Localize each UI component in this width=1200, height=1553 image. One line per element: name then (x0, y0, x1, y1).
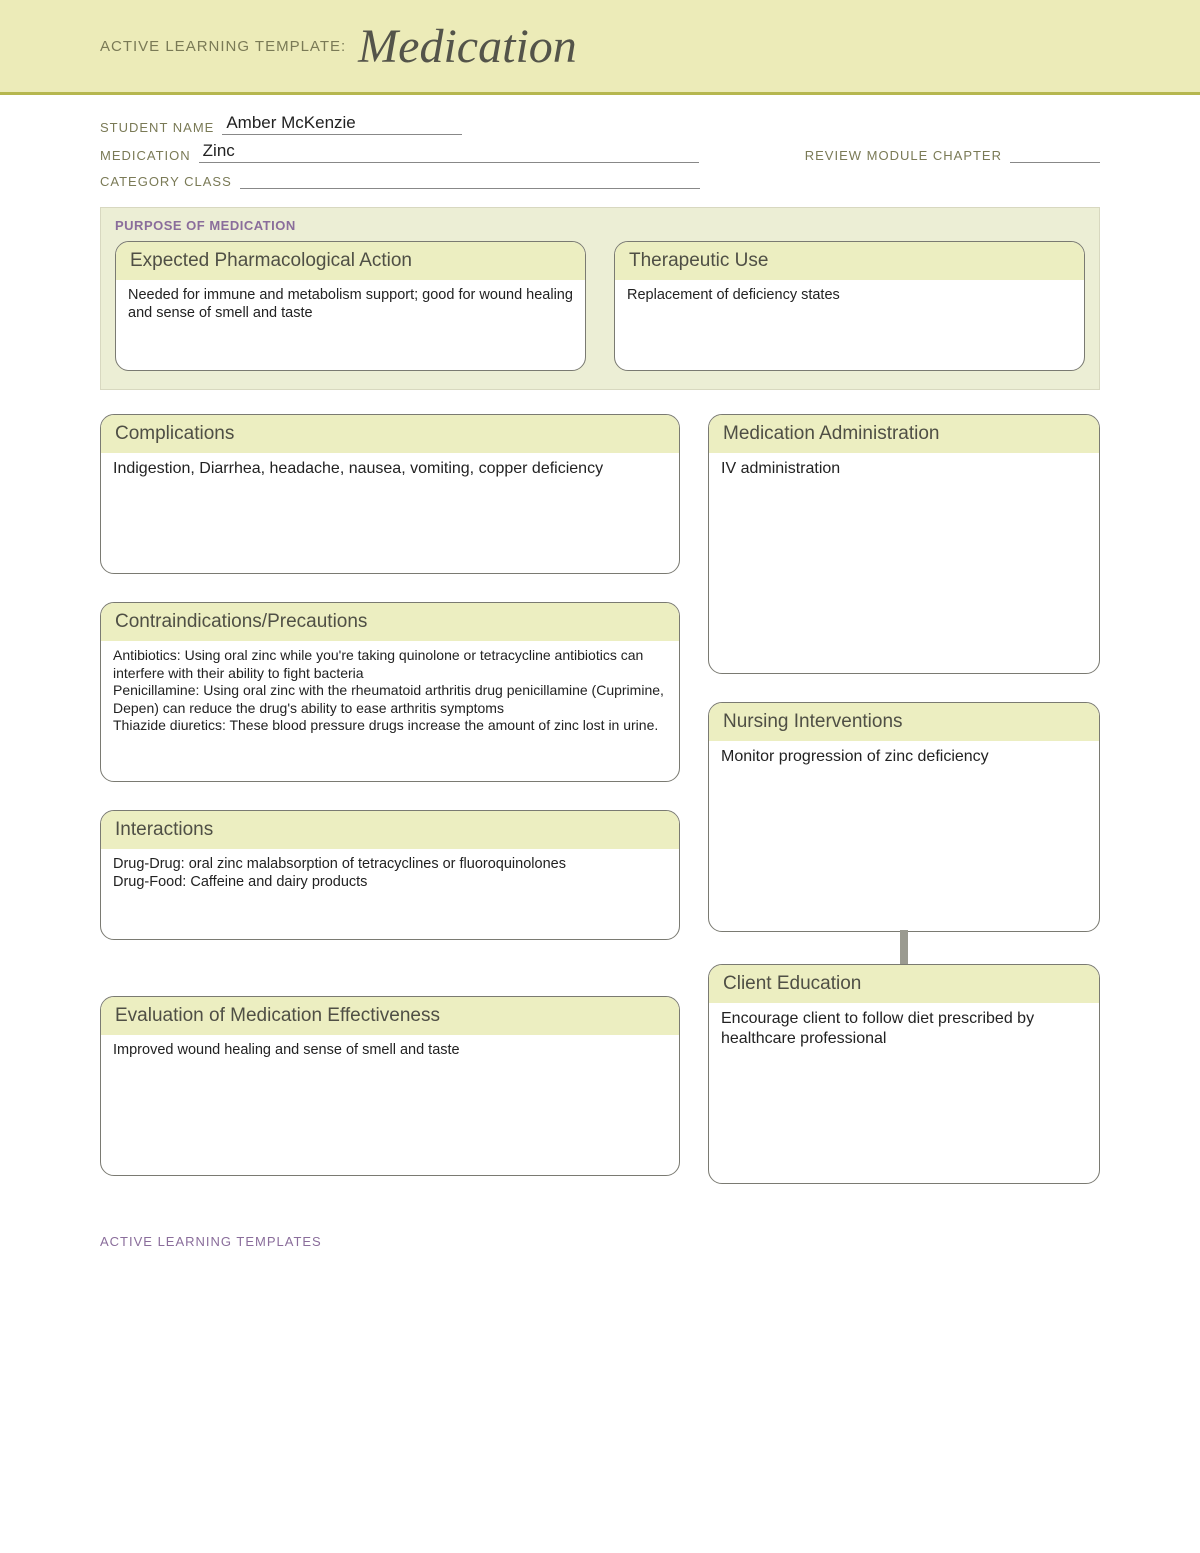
category-row: CATEGORY CLASS (100, 169, 1100, 189)
interventions-title: Nursing Interventions (709, 703, 1099, 741)
interactions-body: Drug-Drug: oral zinc malabsorption of te… (101, 849, 679, 901)
contraindications-body: Antibiotics: Using oral zinc while you'r… (101, 641, 679, 745)
medication-label: MEDICATION (100, 148, 191, 163)
pharm-action-card: Expected Pharmacological Action Needed f… (115, 241, 586, 371)
education-card: Client Education Encourage client to fol… (708, 964, 1100, 1184)
footer-text: ACTIVE LEARNING TEMPLATES (0, 1204, 1200, 1289)
complications-title: Complications (101, 415, 679, 453)
student-name-row: STUDENT NAME Amber McKenzie (100, 113, 1100, 135)
purpose-section-label: PURPOSE OF MEDICATION (115, 218, 1085, 233)
pharm-action-body: Needed for immune and metabolism support… (116, 280, 585, 332)
administration-title: Medication Administration (709, 415, 1099, 453)
therapeutic-use-card: Therapeutic Use Replacement of deficienc… (614, 241, 1085, 371)
content-area: STUDENT NAME Amber McKenzie MEDICATION Z… (0, 95, 1200, 1204)
education-title: Client Education (709, 965, 1099, 1003)
education-body: Encourage client to follow diet prescrib… (709, 1003, 1099, 1059)
student-name-value: Amber McKenzie (222, 113, 462, 135)
interactions-title: Interactions (101, 811, 679, 849)
complications-body: Indigestion, Diarrhea, headache, nausea,… (101, 453, 679, 489)
purpose-section: PURPOSE OF MEDICATION Expected Pharmacol… (100, 207, 1100, 390)
right-column: Medication Administration IV administrat… (708, 414, 1100, 1184)
pharm-action-title: Expected Pharmacological Action (116, 242, 585, 280)
contraindications-title: Contraindications/Precautions (101, 603, 679, 641)
evaluation-card: Evaluation of Medication Effectiveness I… (100, 996, 680, 1176)
lower-grid: Complications Indigestion, Diarrhea, hea… (100, 414, 1100, 1184)
contraindications-card: Contraindications/Precautions Antibiotic… (100, 602, 680, 782)
left-column: Complications Indigestion, Diarrhea, hea… (100, 414, 680, 1184)
therapeutic-use-body: Replacement of deficiency states (615, 280, 1084, 314)
evaluation-title: Evaluation of Medication Effectiveness (101, 997, 679, 1035)
header-banner: ACTIVE LEARNING TEMPLATE: Medication (0, 0, 1200, 95)
administration-card: Medication Administration IV administrat… (708, 414, 1100, 674)
therapeutic-use-title: Therapeutic Use (615, 242, 1084, 280)
interventions-card: Nursing Interventions Monitor progressio… (708, 702, 1100, 932)
student-name-label: STUDENT NAME (100, 120, 214, 135)
medication-value: Zinc (199, 141, 699, 163)
interventions-body: Monitor progression of zinc deficiency (709, 741, 1099, 777)
header-prefix: ACTIVE LEARNING TEMPLATE: (100, 38, 346, 55)
interactions-card: Interactions Drug-Drug: oral zinc malabs… (100, 810, 680, 940)
category-label: CATEGORY CLASS (100, 174, 232, 189)
evaluation-body: Improved wound healing and sense of smel… (101, 1035, 679, 1069)
administration-body: IV administration (709, 453, 1099, 489)
connector-line (900, 930, 908, 966)
medication-row: MEDICATION Zinc REVIEW MODULE CHAPTER (100, 141, 1100, 163)
complications-card: Complications Indigestion, Diarrhea, hea… (100, 414, 680, 574)
header-title: Medication (358, 19, 577, 74)
category-value (240, 169, 700, 189)
review-label: REVIEW MODULE CHAPTER (805, 148, 1002, 163)
review-value (1010, 143, 1100, 163)
